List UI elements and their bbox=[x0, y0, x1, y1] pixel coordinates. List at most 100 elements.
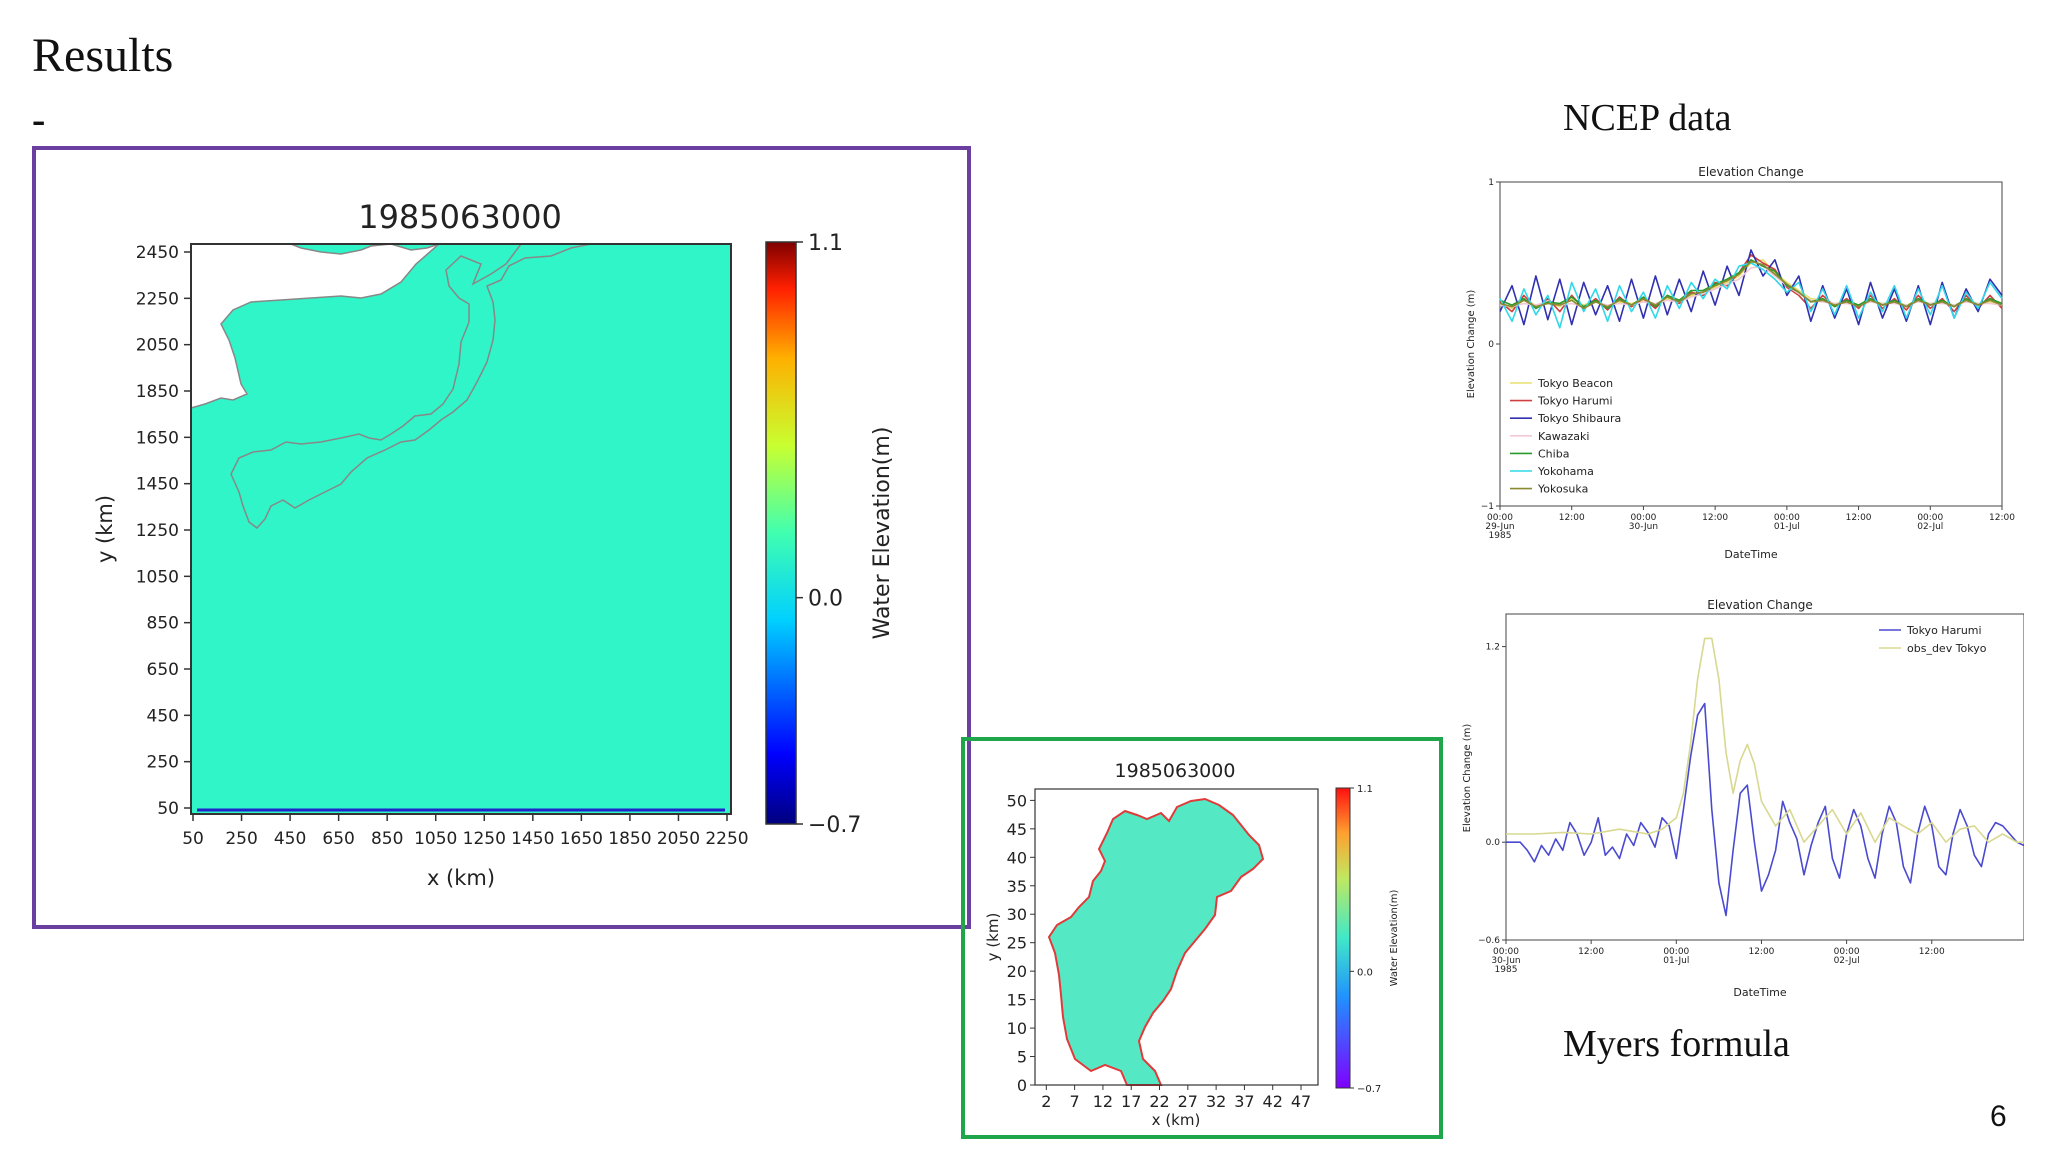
ncep-legend-label: Tokyo Beacon bbox=[1537, 377, 1613, 390]
map-large-ytick-label: 450 bbox=[147, 706, 179, 726]
map-small-ytick-label: 15 bbox=[1007, 991, 1027, 1010]
myers-legend-label: obs_dev Tokyo bbox=[1907, 642, 1987, 655]
ncep-legend-label: Tokyo Harumi bbox=[1537, 395, 1613, 408]
map-large-ytick-label: 2050 bbox=[136, 336, 179, 356]
map-large-xlabel: x (km) bbox=[427, 866, 495, 890]
map-large-ylabel: y (km) bbox=[93, 495, 117, 563]
map-small-bay bbox=[1047, 797, 1265, 1086]
ncep-legend-label: Chiba bbox=[1538, 447, 1569, 460]
map-small-xtick-label: 27 bbox=[1178, 1092, 1198, 1111]
map-large-colorbar-tick-label: 1.1 bbox=[808, 231, 843, 256]
map-large-ytick-label: 50 bbox=[157, 799, 179, 819]
map-small-colorbar-tick-label: −0.7 bbox=[1357, 1084, 1381, 1095]
slide-title: Results bbox=[32, 29, 174, 82]
ncep-xtick-label: 30-Jun bbox=[1629, 522, 1658, 532]
map-large-xtick-label: 2250 bbox=[705, 829, 748, 849]
ncep-legend-label: Yokosuka bbox=[1537, 483, 1588, 496]
page-number: 6 bbox=[1990, 1100, 2007, 1133]
map-small-ylabel: y (km) bbox=[984, 913, 1002, 962]
map-small-title: 1985063000 bbox=[1115, 760, 1236, 782]
myers-xtick-label: 1985 bbox=[1495, 965, 1518, 975]
myers-xtick-label: 00:00 bbox=[1834, 947, 1860, 957]
map-small-ytick-label: 30 bbox=[1007, 905, 1027, 924]
ncep-xtick-label: 12:00 bbox=[1989, 513, 2015, 523]
tokyo-bay-frame bbox=[961, 737, 1443, 1139]
map-large-xtick-label: 650 bbox=[322, 829, 354, 849]
map-large-ytick-label: 1250 bbox=[136, 521, 179, 541]
ncep-xtick-label: 1985 bbox=[1489, 531, 1512, 541]
map-large-axes-frame bbox=[190, 243, 732, 815]
map-small-ytick-label: 5 bbox=[1017, 1048, 1027, 1067]
myers-series-line bbox=[1506, 702, 2024, 917]
map-small-colorbar bbox=[1335, 787, 1351, 1089]
map-small-ytick-label: 40 bbox=[1007, 848, 1027, 867]
ncep-xlabel: DateTime bbox=[1724, 548, 1777, 561]
map-large-xtick-label: 1850 bbox=[608, 829, 651, 849]
ncep-xtick-label: 00:00 bbox=[1917, 513, 1943, 523]
myers-formula-label: Myers formula bbox=[1563, 1023, 1790, 1065]
ncep-series-line bbox=[1499, 249, 2003, 326]
ncep-ytick-label: 0 bbox=[1488, 340, 1494, 350]
myers-ytick-label: 1.2 bbox=[1486, 643, 1500, 653]
map-small-xtick-label: 47 bbox=[1291, 1092, 1311, 1111]
map-large-colorbar bbox=[765, 241, 797, 825]
ncep-legend-label: Kawazaki bbox=[1538, 430, 1589, 443]
myers-xtick-label: 00:00 bbox=[1493, 947, 1519, 957]
myers-plot-area bbox=[1505, 613, 2024, 941]
map-small-xtick-label: 2 bbox=[1041, 1092, 1051, 1111]
ncep-xtick-label: 29-Jun bbox=[1485, 522, 1514, 532]
map-small-ytick-label: 35 bbox=[1007, 877, 1027, 896]
map-large-xtick-label: 2050 bbox=[657, 829, 700, 849]
map-large-ytick-label: 250 bbox=[147, 753, 179, 773]
map-large-ytick-label: 1650 bbox=[136, 428, 179, 448]
ncep-ytick-label: 1 bbox=[1488, 178, 1494, 188]
myers-xtick-label: 02-Jul bbox=[1834, 956, 1860, 966]
map-small-ytick-label: 25 bbox=[1007, 934, 1027, 953]
ncep-title: Elevation Change bbox=[1698, 165, 1804, 179]
map-small-ytick-label: 20 bbox=[1007, 962, 1027, 981]
myers-ytick-label: 0.0 bbox=[1486, 838, 1501, 848]
map-large-sea bbox=[190, 243, 732, 815]
ncep-series-line bbox=[1499, 260, 2003, 310]
ncep-legend-label: Tokyo Shibaura bbox=[1537, 412, 1621, 425]
ncep-legend-label: Yokohama bbox=[1537, 465, 1594, 478]
map-large-ytick-label: 650 bbox=[147, 660, 179, 680]
map-small-xtick-label: 22 bbox=[1149, 1092, 1169, 1111]
map-large-ytick-label: 1450 bbox=[136, 475, 179, 495]
myers-xtick-label: 30-Jun bbox=[1491, 956, 1520, 966]
map-small-ytick-label: 10 bbox=[1007, 1019, 1027, 1038]
myers-legend-label: Tokyo Harumi bbox=[1906, 624, 1982, 637]
myers-xtick-label: 12:00 bbox=[1919, 947, 1945, 957]
ncep-xtick-label: 00:00 bbox=[1630, 513, 1656, 523]
large-domain-map-chart: 1985063000 50 250 450 650 850 1050 1250 1450 165… bbox=[93, 198, 895, 890]
large-domain-frame bbox=[32, 146, 971, 929]
ncep-xtick-label: 01-Jul bbox=[1774, 522, 1800, 532]
map-small-xlabel: x (km) bbox=[1152, 1111, 1201, 1129]
ncep-ylabel: Elevation Change (m) bbox=[1466, 290, 1477, 399]
myers-elevation-chart: Elevation Change 1.20.0−0.6 00:0030-Jun1… bbox=[1462, 598, 2024, 999]
map-small-ytick-label: 45 bbox=[1007, 820, 1027, 839]
map-large-ytick-label: 2450 bbox=[136, 243, 179, 263]
map-large-title: 1985063000 bbox=[358, 198, 562, 236]
map-large-colorbar-tick-label: −0.7 bbox=[808, 813, 861, 838]
map-large-xtick-label: 50 bbox=[182, 829, 204, 849]
map-large-land-mainland bbox=[190, 243, 440, 409]
map-large-xtick-label: 450 bbox=[274, 829, 306, 849]
ncep-xtick-label: 12:00 bbox=[1559, 513, 1585, 523]
map-small-colorbar-tick-label: 0.0 bbox=[1357, 967, 1373, 978]
ncep-xtick-label: 12:00 bbox=[1702, 513, 1728, 523]
ncep-xtick-label: 12:00 bbox=[1846, 513, 1872, 523]
ncep-elevation-chart: Elevation Change 10−1 00:0029-Jun198512:… bbox=[1466, 165, 2015, 561]
map-small-colorbar-label: Water Elevation(m) bbox=[1389, 890, 1400, 987]
map-small-xtick-label: 32 bbox=[1206, 1092, 1226, 1111]
ncep-xtick-label: 00:00 bbox=[1774, 513, 1800, 523]
ncep-series-line bbox=[1499, 262, 2003, 329]
map-large-xtick-label: 850 bbox=[371, 829, 403, 849]
map-large-colorbar-label: Water Elevation(m) bbox=[870, 427, 895, 640]
map-small-xtick-label: 7 bbox=[1070, 1092, 1080, 1111]
ncep-series-line bbox=[1499, 259, 2003, 310]
map-large-xtick-label: 1050 bbox=[414, 829, 457, 849]
myers-ylabel: Elevation Change (m) bbox=[1462, 724, 1473, 833]
map-large-xtick-label: 1450 bbox=[511, 829, 554, 849]
